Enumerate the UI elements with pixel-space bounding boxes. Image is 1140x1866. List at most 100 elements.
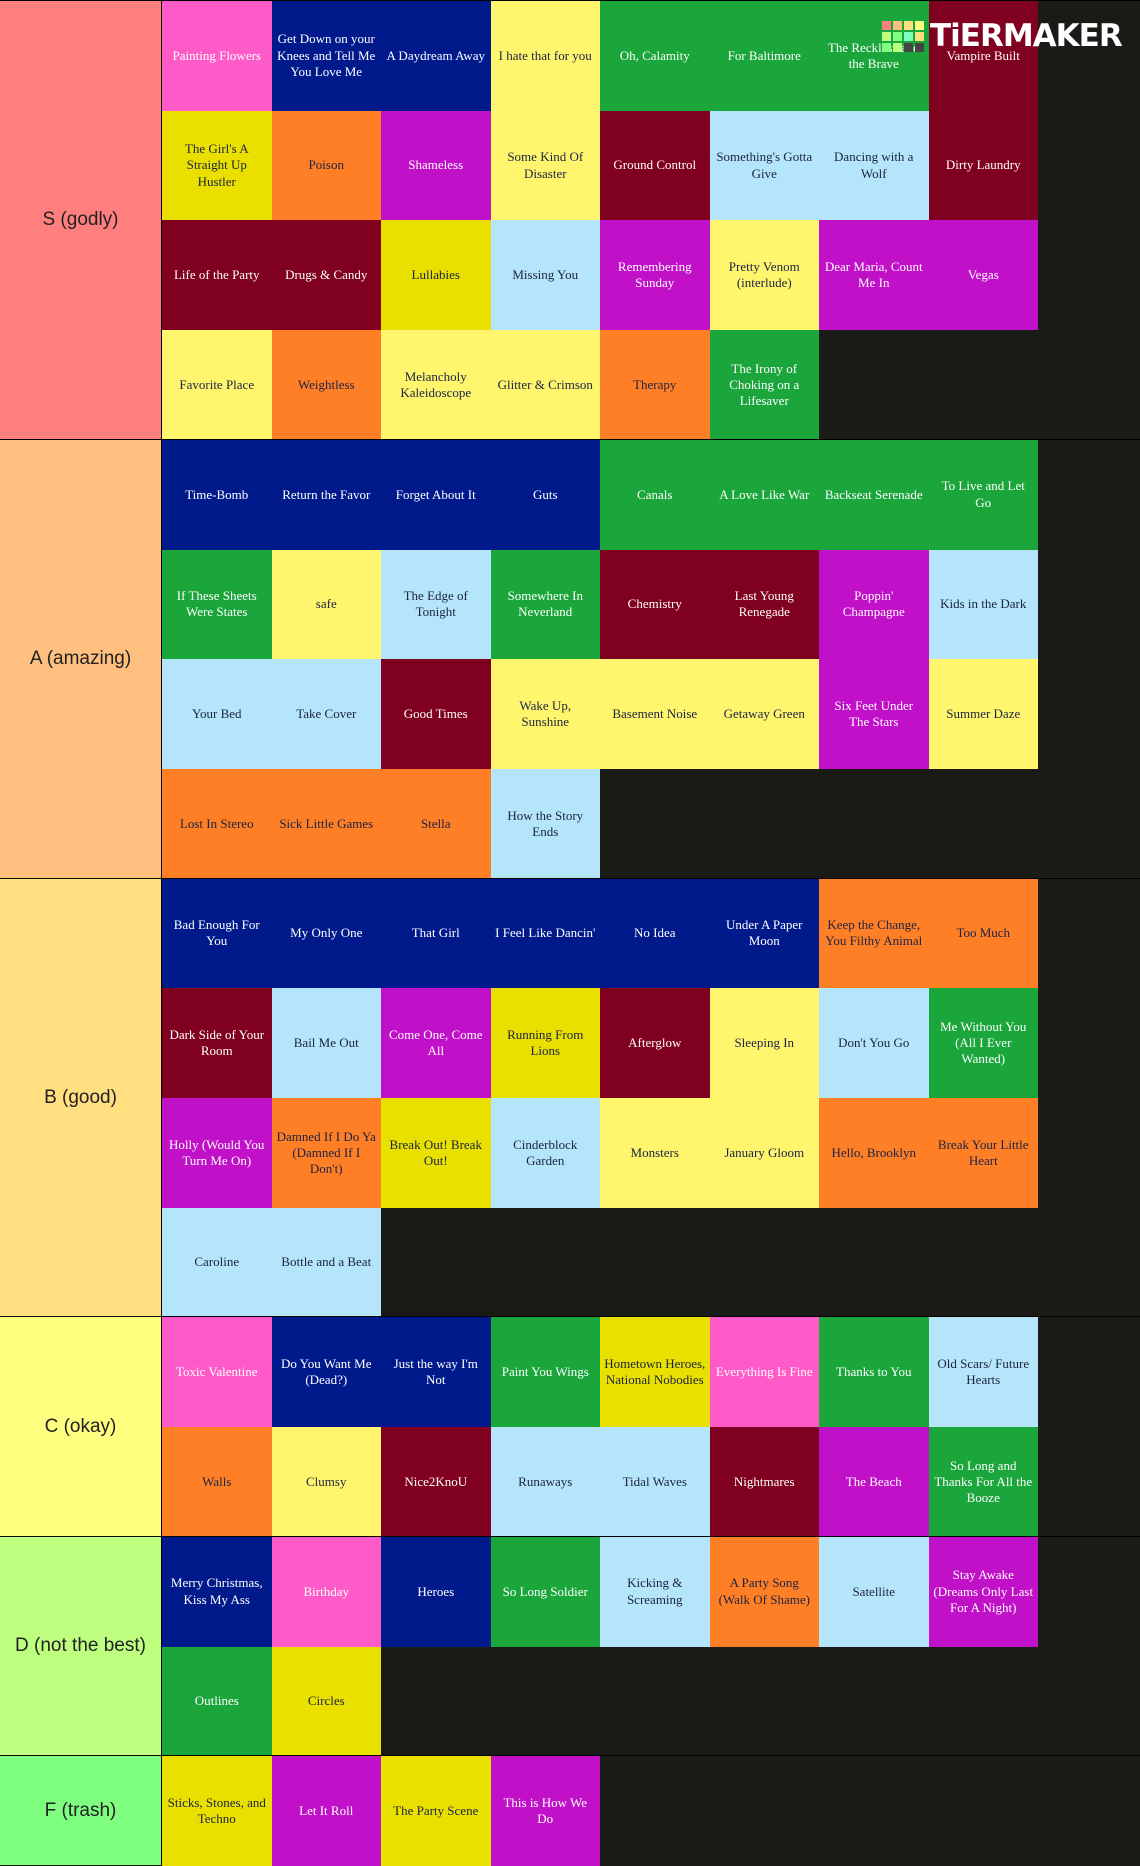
tier-label: S (godly) — [0, 1, 162, 439]
tier-item: Bail Me Out — [271, 988, 381, 1099]
tier-item: Dirty Laundry — [928, 110, 1038, 221]
tier-item: Circles — [271, 1646, 381, 1757]
tier-item: For Baltimore — [709, 1, 819, 111]
tier-label: D (not the best) — [0, 1536, 162, 1756]
tier-item: So Long Soldier — [490, 1536, 600, 1647]
tier-item: Nice2KnoU — [381, 1427, 491, 1537]
tier-item: Damned If I Do Ya (Damned If I Don't) — [271, 1098, 381, 1208]
tier-item: Pretty Venom (interlude) — [709, 220, 819, 331]
tier-item: Break Out! Break Out! — [381, 1098, 491, 1208]
tier-item: Bottle and a Beat — [271, 1207, 381, 1318]
tier-item: Merry Christmas, Kiss My Ass — [162, 1536, 272, 1647]
tier-item: Lullabies — [381, 220, 491, 331]
tier-item: Drugs & Candy — [271, 220, 381, 331]
tier-items: Painting Flowers Get Down on your Knees a… — [162, 1, 1038, 440]
tier-item: Dancing with a Wolf — [819, 110, 929, 221]
tier-item: Glitter & Crimson — [490, 330, 600, 440]
tier-item: Satellite — [819, 1536, 929, 1647]
tier-item: Life of the Party — [162, 220, 272, 331]
tier-item: Good Times — [381, 659, 491, 769]
tier-item: The Girl's A Straight Up Hustler — [162, 110, 272, 221]
tier-item: Guts — [490, 439, 600, 550]
tier-item: A Love Like War — [709, 439, 819, 550]
tier-item: Outlines — [162, 1646, 272, 1757]
tier-item: safe — [271, 549, 381, 660]
tier-item: Take Cover — [271, 659, 381, 769]
tier-label: F (trash) — [0, 1756, 162, 1865]
tier-item: Summer Daze — [928, 659, 1038, 769]
tier-item: Walls — [162, 1427, 272, 1537]
tier-item: Dear Maria, Count Me In — [819, 220, 929, 331]
tier-item: Time-Bomb — [162, 439, 272, 550]
tier-item: Runaways — [490, 1427, 600, 1537]
tier-items: Sticks, Stones, and Techno Let It Roll The… — [162, 1756, 1038, 1866]
tier-item: Poppin' Champagne — [819, 549, 929, 660]
tier-item: Ground Control — [600, 110, 710, 221]
tier-item: Old Scars/ Future Hearts — [928, 1317, 1038, 1428]
tier-row: F (trash) Sticks, Stones, and Techno Let I… — [0, 1755, 1140, 1866]
tier-item: Break Your Little Heart — [928, 1098, 1038, 1208]
tier-item: Birthday — [271, 1536, 381, 1647]
tier-item: Melancholy Kaleidoscope — [381, 330, 491, 440]
tier-item: Bad Enough For You — [162, 878, 272, 989]
tier-item: Basement Noise — [600, 659, 710, 769]
tier-item: Monsters — [600, 1098, 710, 1208]
tier-items: Merry Christmas, Kiss My Ass Birthday Hero… — [162, 1536, 1038, 1757]
logo-icon — [882, 20, 924, 52]
tier-item: To Live and Let Go — [928, 439, 1038, 550]
tier-item: Poison — [271, 110, 381, 221]
tier-item: Six Feet Under The Stars — [819, 659, 929, 769]
tier-item: A Party Song (Walk Of Shame) — [709, 1536, 819, 1647]
tier-item: I Feel Like Dancin' — [490, 878, 600, 989]
tier-item: Running From Lions — [490, 988, 600, 1099]
tier-item: Remembering Sunday — [600, 220, 710, 331]
tier-item: Sleeping In — [709, 988, 819, 1099]
tier-item: Hello, Brooklyn — [819, 1098, 929, 1208]
tier-items: Time-Bomb Return the Favor Forget About It… — [162, 439, 1038, 879]
tier-item: Wake Up, Sunshine — [490, 659, 600, 769]
tier-row: S (godly) Painting Flowers Get Down on you… — [0, 0, 1140, 440]
tier-item: Forget About It — [381, 439, 491, 550]
tier-items: Toxic Valentine Do You Want Me (Dead?) Jus… — [162, 1317, 1038, 1537]
tier-item: Somewhere In Neverland — [490, 549, 600, 660]
tier-item: Getaway Green — [709, 659, 819, 769]
tier-row: A (amazing) Time-Bomb Return the Favor Forg… — [0, 438, 1140, 879]
tier-row: C (okay) Toxic Valentine Do You Want Me (D… — [0, 1316, 1140, 1537]
tier-item: Favorite Place — [162, 330, 272, 440]
tier-item: Tidal Waves — [600, 1427, 710, 1537]
tier-item: Vegas — [928, 220, 1038, 331]
tier-item: How the Story Ends — [490, 768, 600, 879]
tier-item: Weightless — [271, 330, 381, 440]
tier-item: Clumsy — [271, 1427, 381, 1537]
tier-item: That Girl — [381, 878, 491, 989]
tier-item: Oh, Calamity — [600, 1, 710, 111]
tier-item: Canals — [600, 439, 710, 550]
tier-item: Kids in the Dark — [928, 549, 1038, 660]
tier-item: Sticks, Stones, and Techno — [162, 1756, 272, 1866]
tier-item: Stay Awake (Dreams Only Last For A Night… — [928, 1536, 1038, 1647]
tier-item: Come One, Come All — [381, 988, 491, 1099]
tier-item: Too Much — [928, 878, 1038, 989]
tier-item: If These Sheets Were States — [162, 549, 272, 660]
tier-item: Your Bed — [162, 659, 272, 769]
tier-item: Don't You Go — [819, 988, 929, 1099]
tier-item: Hometown Heroes, National Nobodies — [600, 1317, 710, 1428]
tier-item: Therapy — [600, 330, 710, 440]
tier-item: Painting Flowers — [162, 1, 272, 111]
tier-item: Dark Side of Your Room — [162, 988, 272, 1099]
tier-item: Do You Want Me (Dead?) — [271, 1317, 381, 1428]
tier-label: B (good) — [0, 878, 162, 1317]
tier-item: Cinderblock Garden — [490, 1098, 600, 1208]
tier-item: Get Down on your Knees and Tell Me You L… — [271, 1, 381, 111]
tier-item: A Daydream Away — [381, 1, 491, 111]
tier-item: The Beach — [819, 1427, 929, 1537]
logo-text: TiERMAKER — [930, 18, 1123, 54]
tier-item: Just the way I'm Not — [381, 1317, 491, 1428]
tier-item: January Gloom — [709, 1098, 819, 1208]
tier-item: No Idea — [600, 878, 710, 989]
tier-item: Last Young Renegade — [709, 549, 819, 660]
tier-item: Toxic Valentine — [162, 1317, 272, 1428]
tier-item: Afterglow — [600, 988, 710, 1099]
tier-item: Everything Is Fine — [709, 1317, 819, 1428]
